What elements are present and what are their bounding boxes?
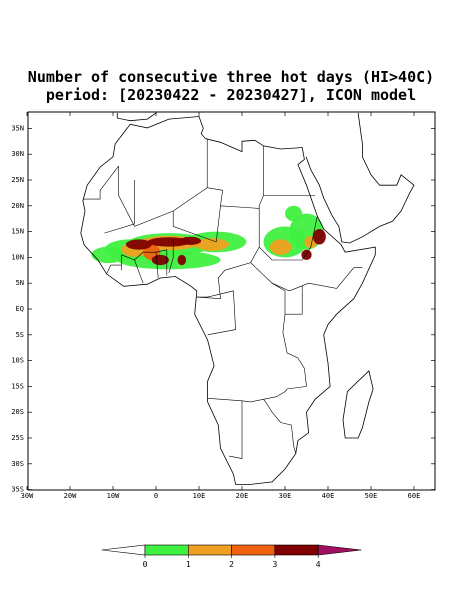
border (263, 399, 297, 454)
lon-tick-label: 10W (107, 492, 120, 500)
colorbar-label: 2 (229, 560, 234, 569)
lat-tick-label: 15S (11, 382, 24, 390)
lat-tick-label: 25N (11, 176, 24, 184)
colorbar-label: 3 (272, 560, 277, 569)
hot-day-patch (312, 229, 326, 245)
hot-day-patch (177, 254, 187, 266)
lon-tick-label: 0 (154, 492, 158, 500)
border (207, 285, 307, 403)
hot-day-patch (179, 236, 202, 246)
hot-day-patch (151, 254, 169, 266)
title-line: period: [20230422 - 20230427], ICON mode… (46, 86, 416, 104)
map-frame (27, 111, 436, 491)
border (82, 165, 119, 200)
lon-tick-label: 60E (408, 492, 421, 500)
hot-day-patch (285, 205, 303, 222)
map-area (80, 112, 415, 485)
colorbar-label: 0 (143, 560, 148, 569)
lat-tick-label: 15N (11, 228, 24, 236)
border (229, 400, 243, 459)
lon-tick-label: 30W (21, 492, 34, 500)
colorbar-label: 1 (186, 560, 191, 569)
lon-tick-label: 30E (279, 492, 292, 500)
lat-tick-label: 20N (11, 202, 24, 210)
border (172, 145, 264, 243)
coastline (80, 116, 376, 485)
title-line: Number of consecutive three hot days (HI… (28, 68, 434, 86)
border (155, 252, 159, 279)
lat-tick-label: 30S (11, 460, 24, 468)
arabia-coast (305, 112, 415, 244)
colorbar-box (274, 544, 319, 556)
hot-day-patch (147, 237, 191, 247)
border (104, 180, 135, 234)
lat-tick-label: 5S (16, 331, 24, 339)
lat-tick-label: 25S (11, 434, 24, 442)
colorbar-end (317, 544, 362, 556)
lat-tick-label: 20S (11, 408, 24, 416)
border (168, 239, 174, 273)
lon-tick-label: 20E (236, 492, 249, 500)
border (121, 249, 168, 276)
lat-tick-label: 10S (11, 357, 24, 365)
lat-tick-label: 30N (11, 150, 24, 158)
border (196, 290, 236, 336)
border (258, 216, 318, 261)
border (196, 205, 260, 300)
lon-tick-label: 10E (193, 492, 206, 500)
madagascar (342, 370, 374, 439)
colorbar-box (144, 544, 189, 556)
lon-tick-label: 50E (365, 492, 378, 500)
colorbar-label: 4 (316, 560, 321, 569)
lon-tick-label: 20W (64, 492, 77, 500)
hot-day-patch (194, 238, 230, 251)
border (207, 187, 223, 206)
lat-tick-label: 5N (16, 279, 24, 287)
europe-coast (116, 112, 157, 122)
lat-tick-label: 35N (11, 124, 24, 132)
colorbar-end (101, 544, 146, 556)
lon-tick-label: 40E (322, 492, 335, 500)
border (271, 282, 286, 315)
hot-day-patch (125, 239, 152, 250)
border (250, 262, 363, 292)
lat-tick-label: 10N (11, 253, 24, 261)
border (118, 138, 208, 227)
colorbar-box (188, 544, 232, 556)
lat-tick-label: EQ (16, 305, 24, 313)
hot-day-patch (269, 239, 292, 255)
lat-tick-label: 35S (11, 486, 24, 494)
border (134, 259, 144, 284)
border (106, 264, 122, 275)
colorbar-box (231, 544, 276, 556)
